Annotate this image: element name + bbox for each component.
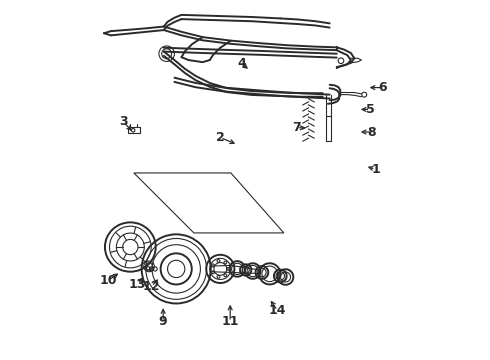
Text: 9: 9 xyxy=(159,315,168,328)
Text: 2: 2 xyxy=(216,131,225,144)
Text: 12: 12 xyxy=(143,280,160,293)
Text: 3: 3 xyxy=(119,115,127,128)
Text: 14: 14 xyxy=(269,304,286,317)
Text: 10: 10 xyxy=(99,274,117,287)
Text: 11: 11 xyxy=(221,315,239,328)
Text: 13: 13 xyxy=(129,278,146,291)
Text: 8: 8 xyxy=(368,126,376,139)
Text: 7: 7 xyxy=(293,121,301,134)
Text: 1: 1 xyxy=(371,163,380,176)
Text: 4: 4 xyxy=(237,57,246,70)
Text: 5: 5 xyxy=(366,103,375,116)
Text: 6: 6 xyxy=(378,81,387,94)
